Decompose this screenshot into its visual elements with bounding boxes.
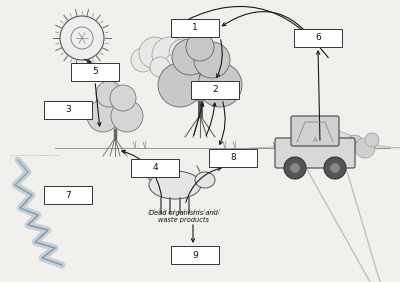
Circle shape (290, 163, 300, 173)
Circle shape (131, 48, 155, 72)
Circle shape (110, 85, 136, 111)
Circle shape (186, 33, 214, 61)
Text: 3: 3 (65, 105, 71, 114)
FancyBboxPatch shape (291, 116, 339, 146)
Circle shape (169, 39, 197, 67)
Bar (131, 159, 179, 177)
Text: 7: 7 (65, 191, 71, 199)
Circle shape (355, 138, 375, 158)
Text: 5: 5 (92, 67, 98, 76)
Text: 6: 6 (315, 34, 321, 43)
Circle shape (95, 88, 135, 128)
Circle shape (198, 63, 242, 107)
Circle shape (324, 157, 346, 179)
Bar (171, 246, 219, 264)
Circle shape (152, 37, 188, 73)
Circle shape (172, 45, 228, 101)
Ellipse shape (195, 172, 215, 188)
Circle shape (164, 54, 186, 76)
Text: 8: 8 (230, 153, 236, 162)
Bar (209, 149, 257, 167)
Circle shape (330, 163, 340, 173)
Circle shape (158, 63, 202, 107)
Bar (171, 19, 219, 37)
Circle shape (96, 81, 122, 107)
Circle shape (111, 100, 143, 132)
Text: 2: 2 (212, 85, 218, 94)
Text: 1: 1 (192, 23, 198, 32)
Circle shape (60, 16, 104, 60)
Bar (191, 81, 239, 99)
FancyBboxPatch shape (275, 138, 355, 168)
Circle shape (284, 157, 306, 179)
Bar (71, 63, 119, 81)
Circle shape (172, 39, 208, 75)
Circle shape (150, 57, 170, 77)
Text: Dead organisms and
waste products: Dead organisms and waste products (148, 210, 218, 223)
Circle shape (365, 133, 379, 147)
Bar (44, 186, 92, 204)
Circle shape (139, 37, 171, 69)
Circle shape (347, 135, 363, 151)
Bar (294, 29, 342, 47)
Circle shape (87, 100, 119, 132)
Text: A: A (313, 137, 317, 143)
Bar (44, 101, 92, 119)
Ellipse shape (149, 171, 201, 199)
Circle shape (194, 42, 230, 78)
Text: 9: 9 (192, 250, 198, 259)
Text: 4: 4 (152, 164, 158, 173)
